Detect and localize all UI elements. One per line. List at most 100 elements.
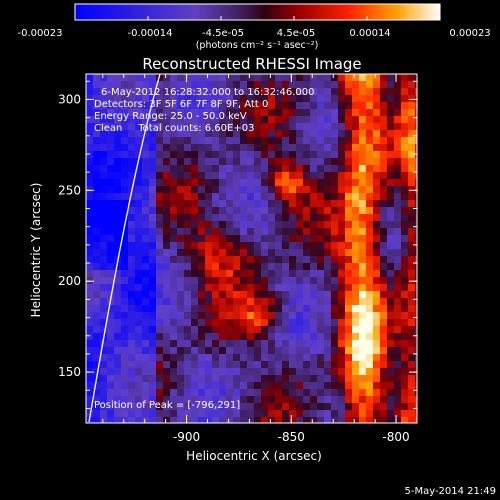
heatmap-cell [380,249,387,256]
heatmap-cell [324,375,331,382]
heatmap-cell [114,228,121,235]
heatmap-cell [86,144,93,151]
heatmap-cell [324,144,331,151]
heatmap-cell [310,256,317,263]
heatmap-cell [86,291,93,298]
heatmap-cell [310,417,317,423]
heatmap-cell [191,298,198,305]
heatmap-cell [198,158,205,165]
heatmap-cell [142,361,149,368]
heatmap-cell [93,277,100,284]
heatmap-cell [247,228,254,235]
heatmap-cell [177,382,184,389]
colorbar-tick-label: 0.00023 [449,28,490,39]
heatmap-cell [289,235,296,242]
heatmap-cell [128,403,135,410]
heatmap-cell [296,326,303,333]
heatmap-cell [226,319,233,326]
heatmap-cell [198,144,205,151]
heatmap-cell [184,116,191,123]
heatmap-cell [240,277,247,284]
heatmap-cell [184,102,191,109]
heatmap-cells [86,74,417,423]
heatmap-cell [352,361,359,368]
heatmap-cell [212,116,219,123]
heatmap-cell [359,417,366,423]
heatmap-cell [345,256,352,263]
heatmap-cell [86,186,93,193]
heatmap-cell [184,123,191,130]
heatmap-cell [114,382,121,389]
heatmap-cell [331,123,338,130]
heatmap-cell [93,74,100,81]
heatmap-cell [86,382,93,389]
heatmap-cell [114,235,121,242]
heatmap-cell [247,88,254,95]
heatmap-cell [198,74,205,81]
heatmap-cell [114,263,121,270]
heatmap-cell [135,375,142,382]
heatmap-cell [261,123,268,130]
heatmap-cell [352,403,359,410]
heatmap-cell [310,137,317,144]
heatmap-cell [198,333,205,340]
heatmap-cell [296,368,303,375]
heatmap-cell [219,165,226,172]
heatmap-cell [408,284,415,291]
heatmap-cell [205,270,212,277]
heatmap-cell [359,207,366,214]
heatmap-cell [394,193,401,200]
heatmap-cell [415,81,417,88]
heatmap-cell [394,109,401,116]
heatmap-cell [100,158,107,165]
heatmap-cell [401,88,408,95]
heatmap-cell [240,256,247,263]
heatmap-cell [191,417,198,423]
heatmap-cell [366,235,373,242]
heatmap-cell [163,263,170,270]
heatmap-cell [107,214,114,221]
heatmap-cell [296,123,303,130]
heatmap-cell [205,193,212,200]
heatmap-cell [401,340,408,347]
heatmap-cell [170,137,177,144]
heatmap-cell [282,165,289,172]
heatmap-cell [359,340,366,347]
heatmap-cell [177,242,184,249]
heatmap-cell [184,375,191,382]
heatmap-cell [282,368,289,375]
heatmap-cell [296,95,303,102]
heatmap-cell [128,116,135,123]
heatmap-cell [415,291,417,298]
heatmap-cell [247,158,254,165]
heatmap-cell [366,333,373,340]
heatmap-cell [394,179,401,186]
heatmap-cell [212,200,219,207]
heatmap-cell [317,263,324,270]
heatmap-cell [142,284,149,291]
heatmap-cell [331,277,338,284]
heatmap-cell [86,361,93,368]
heatmap-cell [352,284,359,291]
heatmap-cell [121,74,128,81]
heatmap-cell [184,130,191,137]
heatmap-cell [394,242,401,249]
heatmap-cell [261,81,268,88]
heatmap-cell [387,137,394,144]
heatmap-cell [303,88,310,95]
heatmap-cell [128,95,135,102]
heatmap-cell [289,298,296,305]
heatmap-cell [415,312,417,319]
heatmap-cell [156,88,163,95]
heatmap-cell [394,291,401,298]
colorbar-ticks: -0.00023 -0.00014 -4.5e-05 4.5e-05 0.00014 0.… [18,16,491,39]
heatmap-cell [289,291,296,298]
heatmap-cell [268,109,275,116]
heatmap-cell [156,319,163,326]
heatmap-cell [282,298,289,305]
heatmap-cell [261,242,268,249]
heatmap-cell [107,123,114,130]
heatmap-cell [233,193,240,200]
heatmap-cell [128,200,135,207]
heatmap-cell [107,228,114,235]
